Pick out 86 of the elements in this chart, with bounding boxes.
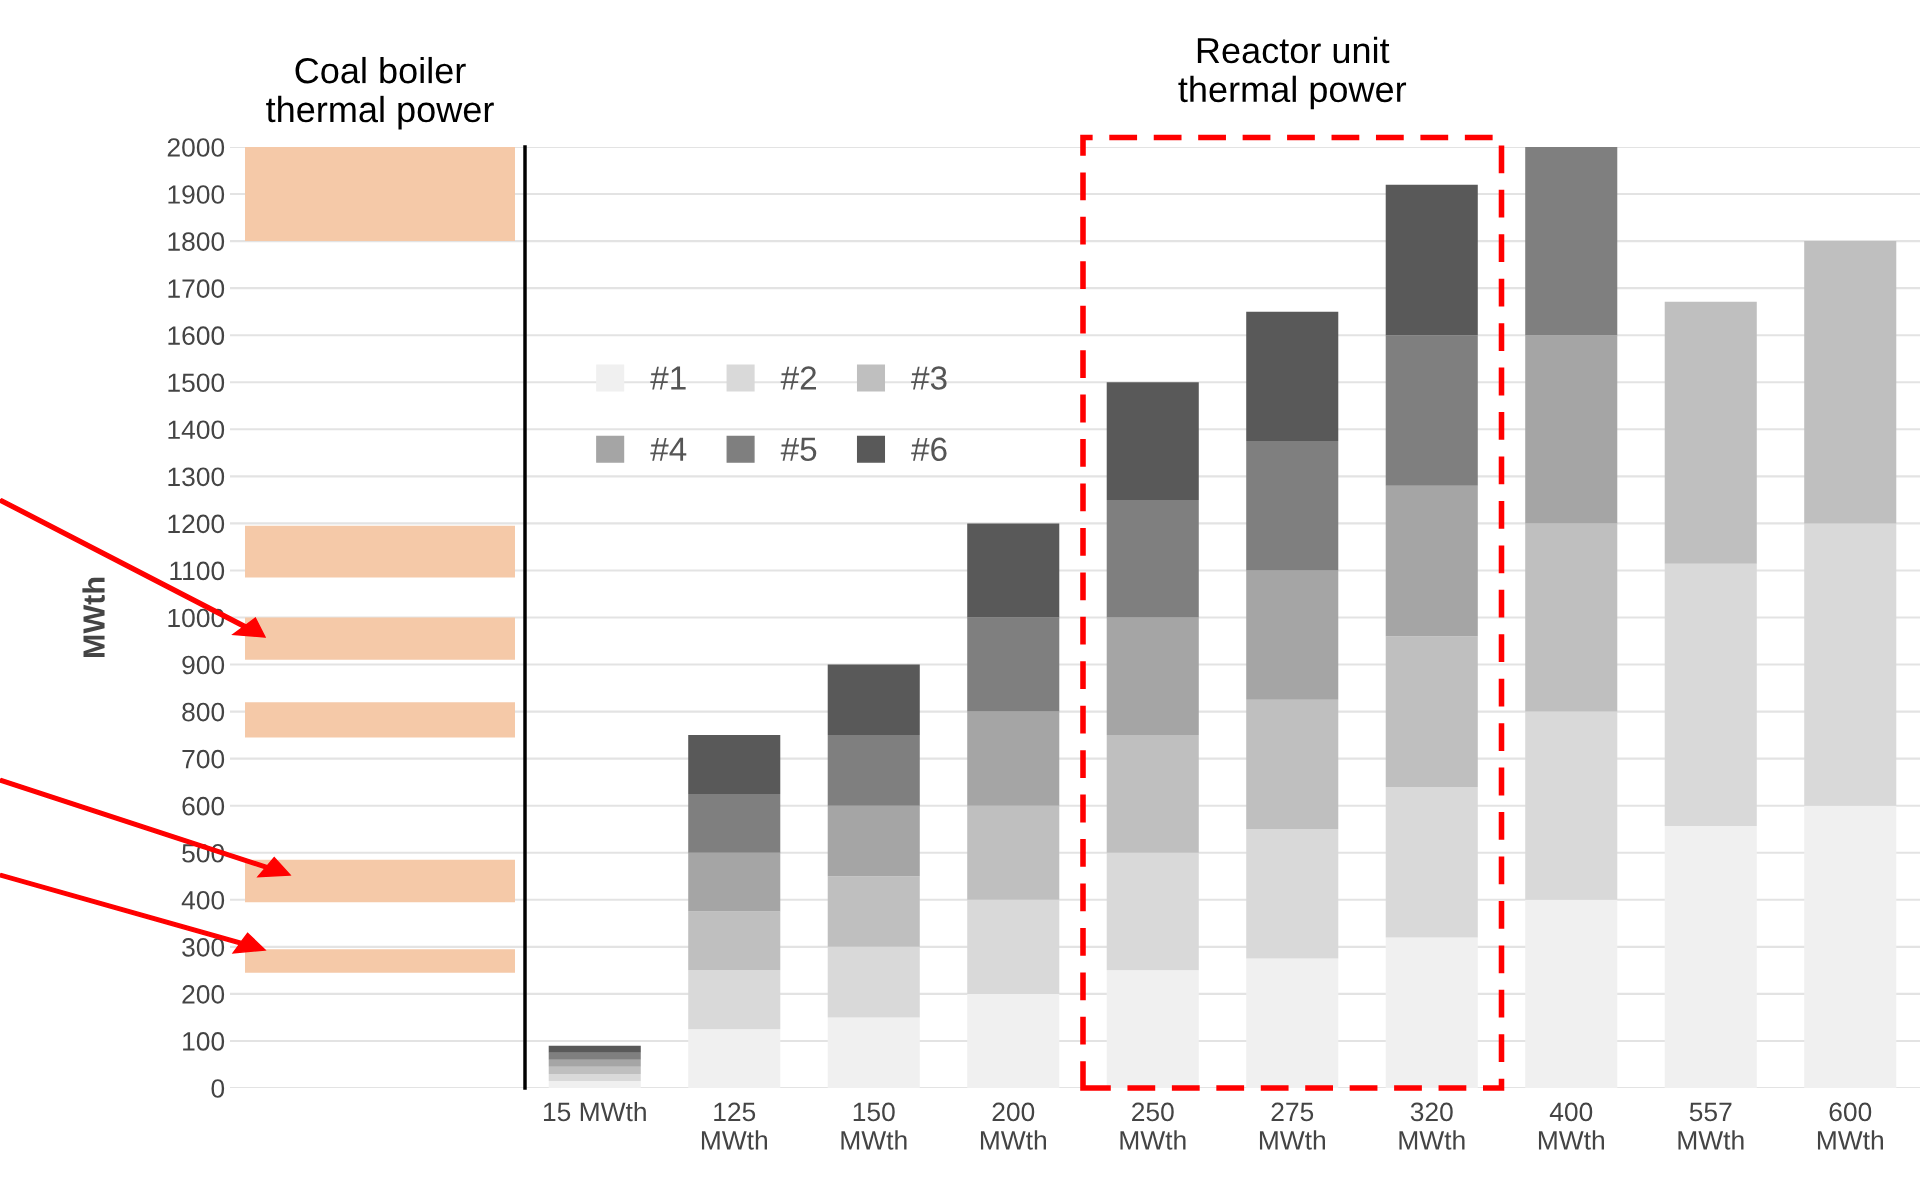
bar xyxy=(1106,970,1199,1088)
bar xyxy=(1246,441,1339,571)
bar xyxy=(1106,735,1199,853)
x-tick-label: 320 MWth xyxy=(1399,1102,1465,1150)
bar xyxy=(245,949,515,973)
y-tick-label: 600 xyxy=(182,796,225,816)
bar xyxy=(245,617,515,660)
bar xyxy=(827,805,920,877)
y-tick-label: 1100 xyxy=(170,561,225,581)
legend-label: #6 xyxy=(911,437,947,462)
x-tick-label: 557 MWth xyxy=(1678,1102,1744,1150)
bar xyxy=(1246,699,1339,830)
x-tick-label: 150 MWth xyxy=(841,1102,907,1150)
bar xyxy=(967,805,1060,900)
legend-label: #3 xyxy=(911,366,947,390)
y-tick-label: 900 xyxy=(182,655,225,675)
bar xyxy=(1246,570,1339,700)
y-tick-label: 1500 xyxy=(168,373,225,393)
bar xyxy=(245,147,515,242)
legend-label: #2 xyxy=(780,366,816,390)
bar xyxy=(827,735,920,806)
bar xyxy=(1525,523,1618,712)
y-tick-label: 1200 xyxy=(168,514,225,534)
bar xyxy=(1106,617,1199,736)
legend-label: #5 xyxy=(780,437,817,462)
y-tick-label: 1900 xyxy=(168,185,225,204)
y-axis-title: MWth xyxy=(82,577,105,658)
x-tick-label: 600 MWth xyxy=(1817,1102,1883,1150)
bar xyxy=(1525,335,1618,524)
bar xyxy=(1385,184,1478,336)
bar xyxy=(1106,382,1199,500)
bar xyxy=(1525,147,1618,336)
y-tick-label: 1400 xyxy=(168,420,225,440)
bar xyxy=(1385,485,1478,637)
legend-label: #1 xyxy=(650,366,686,390)
x-tick-label: 200 MWth xyxy=(980,1102,1046,1150)
bar xyxy=(688,1029,781,1088)
bar xyxy=(688,735,781,794)
y-tick-label: 100 xyxy=(183,1032,225,1051)
x-tick-label: 250 MWth xyxy=(1120,1102,1186,1150)
bar xyxy=(1385,636,1478,787)
y-tick-label: 2000 xyxy=(167,138,225,157)
y-tick-label: 1600 xyxy=(168,326,225,346)
bar xyxy=(827,664,920,736)
y-tick-label: 700 xyxy=(182,749,225,769)
bar xyxy=(967,993,1060,1088)
bar xyxy=(548,1073,641,1081)
bar xyxy=(688,852,781,912)
text: Reactor unit thermal power xyxy=(1178,36,1407,110)
bar xyxy=(1804,805,1897,1088)
bar xyxy=(967,711,1060,806)
y-tick-label: 1800 xyxy=(168,232,225,251)
x-tick-label: 125 MWth xyxy=(701,1102,767,1150)
bar xyxy=(548,1080,641,1088)
bar xyxy=(1246,958,1339,1088)
y-tick-label: 0 xyxy=(211,1079,225,1098)
bar xyxy=(1385,335,1478,486)
x-tick-label: 400 MWth xyxy=(1538,1102,1604,1150)
bar xyxy=(1525,899,1618,1088)
y-tick-label: 800 xyxy=(182,702,225,722)
bar xyxy=(688,793,781,853)
bar xyxy=(1804,241,1897,524)
y-tick-label: 1300 xyxy=(168,467,225,487)
bar xyxy=(827,1017,920,1088)
bar xyxy=(967,617,1060,712)
legend-label: #4 xyxy=(650,437,687,461)
bar xyxy=(548,1059,641,1067)
y-tick-label: 300 xyxy=(182,937,225,957)
y-tick-label: 200 xyxy=(182,985,225,1004)
x-tick-label: 275 MWth xyxy=(1259,1102,1325,1150)
x-tick-label: 15 MWth xyxy=(543,1101,646,1122)
bar xyxy=(1664,301,1757,564)
y-tick-label: 1700 xyxy=(168,279,225,298)
bar xyxy=(548,1066,641,1074)
bar xyxy=(967,523,1060,618)
bar xyxy=(245,702,515,738)
bar xyxy=(548,1052,641,1060)
y-tick-label: 400 xyxy=(181,890,225,910)
bar xyxy=(1664,825,1757,1088)
bar xyxy=(688,911,781,971)
bar xyxy=(1246,311,1339,442)
bar xyxy=(827,876,920,947)
bar xyxy=(1106,499,1199,618)
bar xyxy=(548,1045,641,1053)
chart-title: Coal boiler thermal power xyxy=(266,56,494,130)
bar xyxy=(1385,937,1478,1088)
